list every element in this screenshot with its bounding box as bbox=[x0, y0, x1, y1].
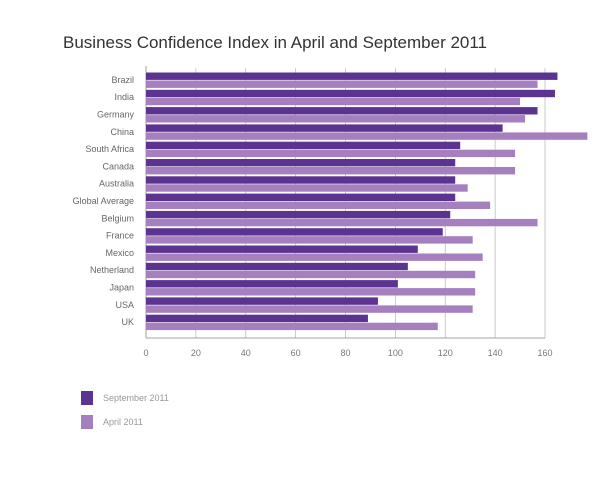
bar-canada-april-2011 bbox=[146, 167, 516, 175]
chart-title: Business Confidence Index in April and S… bbox=[63, 33, 488, 52]
legend: September 2011 April 2011 bbox=[81, 388, 169, 436]
legend-item-september-2011: September 2011 bbox=[81, 388, 169, 408]
bar-south-africa-september-2011 bbox=[146, 141, 461, 150]
bar-uk-april-2011 bbox=[146, 322, 438, 331]
legend-swatch-april-2011 bbox=[81, 415, 93, 429]
bar-china-september-2011 bbox=[146, 124, 503, 132]
y-category-label-netherland: Netherland bbox=[90, 265, 134, 275]
x-tick-label-20: 20 bbox=[191, 348, 201, 358]
x-tick-label-0: 0 bbox=[143, 348, 148, 358]
bar-china-april-2011 bbox=[146, 132, 588, 140]
y-category-label-belgium: Belgium bbox=[101, 213, 134, 223]
bar-usa-september-2011 bbox=[146, 297, 378, 305]
bar-australia-september-2011 bbox=[146, 176, 456, 184]
bar-brazil-april-2011 bbox=[146, 80, 538, 88]
bar-belgium-april-2011 bbox=[146, 218, 538, 227]
bar-japan-april-2011 bbox=[146, 288, 476, 296]
y-category-label-usa: USA bbox=[115, 300, 134, 310]
bar-netherland-september-2011 bbox=[146, 262, 408, 271]
y-category-label-india: India bbox=[114, 92, 134, 102]
bar-brazil-september-2011 bbox=[146, 72, 558, 80]
bar-netherland-april-2011 bbox=[146, 270, 476, 279]
bar-canada-september-2011 bbox=[146, 159, 456, 167]
y-category-label-canada: Canada bbox=[102, 161, 134, 171]
legend-item-april-2011: April 2011 bbox=[81, 412, 169, 432]
legend-swatch-september-2011 bbox=[81, 391, 93, 405]
x-tick-label-60: 60 bbox=[291, 348, 301, 358]
bar-india-september-2011 bbox=[146, 89, 555, 98]
y-category-label-global-average: Global Average bbox=[73, 196, 134, 206]
legend-label-april-2011: April 2011 bbox=[103, 417, 143, 427]
x-tick-label-80: 80 bbox=[340, 348, 350, 358]
bar-mexico-april-2011 bbox=[146, 253, 483, 261]
x-tick-label-120: 120 bbox=[438, 348, 453, 358]
y-category-label-uk: UK bbox=[121, 317, 134, 327]
bar-usa-april-2011 bbox=[146, 305, 473, 313]
y-category-label-germany: Germany bbox=[97, 110, 135, 120]
y-category-label-china: China bbox=[110, 127, 134, 137]
bar-germany-april-2011 bbox=[146, 115, 526, 123]
y-category-label-japan: Japan bbox=[109, 283, 134, 293]
bar-india-april-2011 bbox=[146, 97, 521, 106]
bar-belgium-september-2011 bbox=[146, 210, 451, 219]
x-tick-label-40: 40 bbox=[241, 348, 251, 358]
bar-global-average-april-2011 bbox=[146, 201, 491, 209]
bar-south-africa-april-2011 bbox=[146, 149, 516, 158]
x-tick-label-140: 140 bbox=[488, 348, 503, 358]
y-category-label-france: France bbox=[106, 231, 134, 241]
bar-global-average-september-2011 bbox=[146, 193, 456, 201]
bar-mexico-september-2011 bbox=[146, 245, 418, 253]
y-category-label-south-africa: South Africa bbox=[85, 144, 134, 154]
x-tick-label-100: 100 bbox=[388, 348, 403, 358]
bar-australia-april-2011 bbox=[146, 184, 468, 192]
bar-uk-september-2011 bbox=[146, 314, 368, 323]
y-category-label-australia: Australia bbox=[99, 179, 134, 189]
bar-france-september-2011 bbox=[146, 228, 443, 236]
legend-label-september-2011: September 2011 bbox=[103, 393, 169, 403]
y-category-label-brazil: Brazil bbox=[111, 75, 134, 85]
y-category-label-mexico: Mexico bbox=[105, 248, 134, 258]
bar-germany-september-2011 bbox=[146, 107, 538, 115]
bar-japan-september-2011 bbox=[146, 280, 398, 288]
bar-france-april-2011 bbox=[146, 236, 473, 244]
x-tick-label-160: 160 bbox=[537, 348, 552, 358]
